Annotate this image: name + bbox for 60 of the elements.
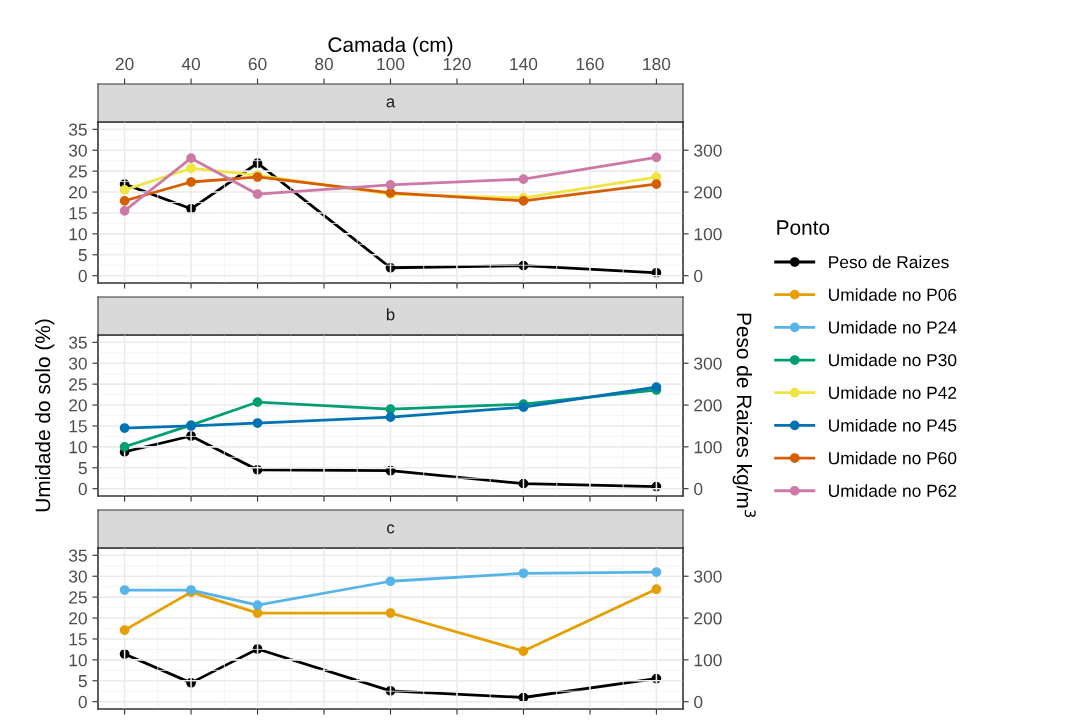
- legend-label: Umidade no P42: [829, 386, 957, 399]
- legend-label: Peso de Raizes: [829, 255, 949, 269]
- legend-label: Umidade no P45: [829, 418, 957, 432]
- y-tick-label: 35: [68, 549, 87, 562]
- y-tick-label: 0: [78, 269, 87, 283]
- x-tick-label: 80: [315, 57, 333, 71]
- x-tick-label: 120: [443, 57, 471, 71]
- y-tick-label: 30: [68, 357, 87, 370]
- y-tick-label: 0: [78, 482, 87, 496]
- y2-tick-label: 300: [694, 144, 722, 157]
- y2-tick-label: 200: [694, 186, 722, 199]
- x-tick-label: 60: [248, 57, 267, 71]
- y2-tick-label: 200: [694, 399, 722, 412]
- legend-label: Umidade no P24: [829, 320, 957, 334]
- y-tick-label: 10: [69, 228, 87, 241]
- x-tick-label: 140: [510, 57, 538, 71]
- y-tick-label: 5: [78, 462, 87, 475]
- y-tick-label: 15: [69, 207, 87, 220]
- y-tick-label: 10: [69, 654, 87, 667]
- y2-tick-label: 100: [694, 228, 722, 241]
- legend-title: Ponto: [777, 220, 830, 235]
- legend-label: Umidade no P30: [829, 353, 957, 367]
- y2-tick-label: 100: [694, 441, 722, 454]
- y-tick-label: 30: [68, 570, 87, 583]
- x-tick-label: 40: [181, 57, 201, 71]
- legend-label: Umidade no P06: [829, 288, 957, 301]
- y-tick-label: 35: [68, 123, 87, 136]
- y-tick-label: 0: [78, 695, 87, 709]
- y2-axis-title: Peso de Raizes kg/m$^{3}$: [732, 313, 756, 518]
- y2-tick-label: 0: [694, 482, 703, 496]
- y2-tick-label: 300: [694, 570, 722, 583]
- y-tick-label: 15: [69, 633, 87, 646]
- chart-title: a: [386, 98, 396, 108]
- x-tick-label: 160: [576, 57, 604, 71]
- legend-label: Umidade no P62: [829, 484, 957, 497]
- y2-tick-label: 100: [694, 654, 722, 667]
- y2-tick-label: 0: [694, 269, 703, 283]
- y-tick-label: 25: [69, 165, 87, 178]
- chart-title: b: [386, 308, 395, 321]
- y-tick-label: 15: [69, 420, 87, 433]
- x-tick-label: 20: [115, 57, 134, 71]
- y-tick-label: 25: [69, 591, 87, 604]
- y2-tick-label: 200: [694, 612, 722, 625]
- y-tick-label: 35: [68, 336, 87, 349]
- y-tick-label: 25: [69, 378, 87, 391]
- y-tick-label: 5: [78, 675, 87, 688]
- y-tick-label: 20: [69, 399, 87, 412]
- x-axis-title: Camada (cm): [328, 36, 453, 57]
- y-tick-label: 10: [69, 441, 87, 454]
- y-axis-title: Umidade do solo (%): [34, 319, 55, 512]
- y-tick-label: 20: [69, 612, 87, 625]
- y-tick-label: 5: [78, 249, 87, 262]
- legend-label: Umidade no P60: [829, 451, 957, 465]
- y2-tick-label: 300: [694, 357, 722, 370]
- x-tick-label: 180: [643, 57, 671, 71]
- chart-title: c: [387, 524, 395, 534]
- y-tick-label: 20: [69, 186, 87, 199]
- y-tick-label: 30: [68, 144, 87, 157]
- x-tick-label: 100: [377, 57, 405, 71]
- y2-tick-label: 0: [694, 695, 703, 709]
